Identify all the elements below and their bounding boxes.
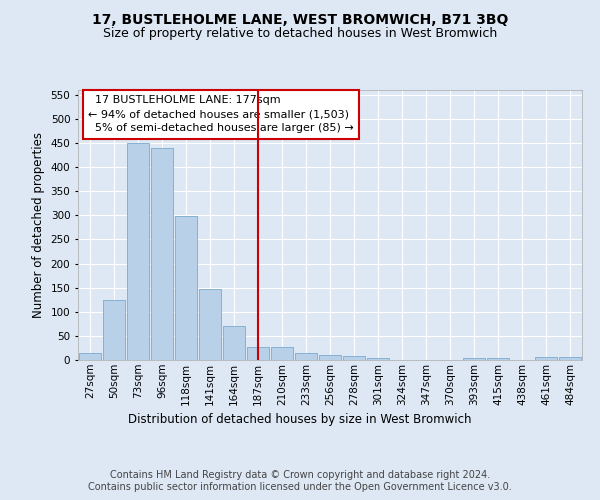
Text: 17 BUSTLEHOLME LANE: 177sqm
← 94% of detached houses are smaller (1,503)
  5% of: 17 BUSTLEHOLME LANE: 177sqm ← 94% of det… (88, 96, 354, 134)
Bar (463, 358, 485, 360)
Y-axis label: Number of detached properties: Number of detached properties (32, 132, 45, 318)
Text: Contains HM Land Registry data © Crown copyright and database right 2024.: Contains HM Land Registry data © Crown c… (110, 470, 490, 480)
Bar (175, 216, 197, 360)
Bar (319, 355, 341, 360)
Text: 17, BUSTLEHOLME LANE, WEST BROMWICH, B71 3BQ: 17, BUSTLEHOLME LANE, WEST BROMWICH, B71… (92, 12, 508, 26)
Bar (79, 353, 101, 360)
Bar (151, 148, 173, 360)
Bar (223, 326, 245, 360)
Bar (247, 346, 269, 360)
Bar (535, 356, 557, 360)
Bar (271, 346, 293, 360)
Bar (559, 356, 581, 360)
Text: Size of property relative to detached houses in West Bromwich: Size of property relative to detached ho… (103, 28, 497, 40)
Bar (343, 356, 365, 360)
Bar (487, 358, 509, 360)
Bar (295, 353, 317, 360)
Text: Contains public sector information licensed under the Open Government Licence v3: Contains public sector information licen… (88, 482, 512, 492)
Bar (367, 358, 389, 360)
Bar (127, 143, 149, 360)
Bar (103, 300, 125, 360)
Text: Distribution of detached houses by size in West Bromwich: Distribution of detached houses by size … (128, 412, 472, 426)
Bar (199, 289, 221, 360)
